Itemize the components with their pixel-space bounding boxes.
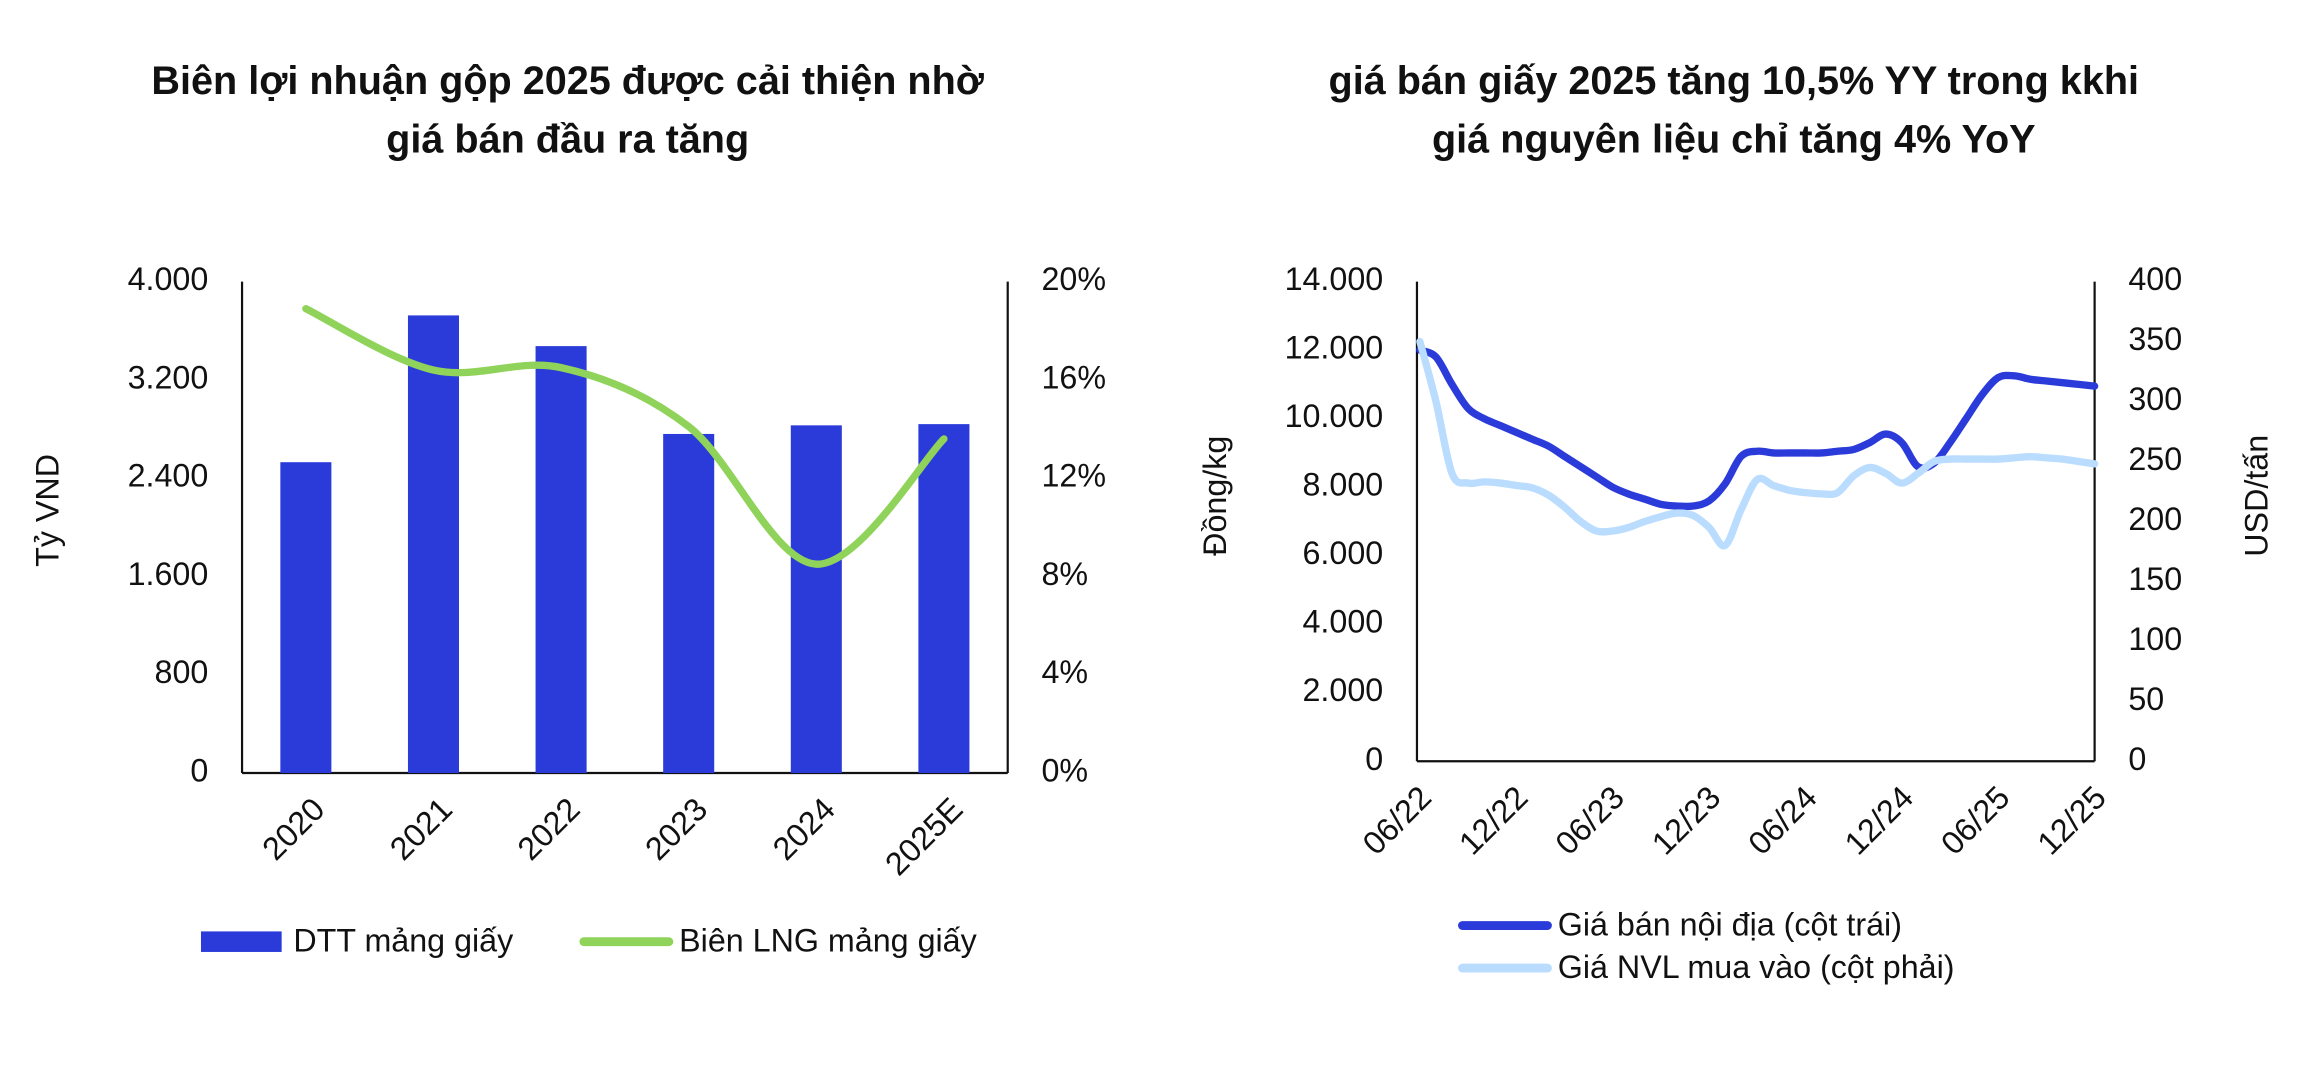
bar bbox=[280, 462, 332, 774]
y2-axis-label: USD/tấn bbox=[2238, 435, 2274, 557]
y-tick-label: 6.000 bbox=[1303, 535, 1384, 571]
y-tick-label: 0 bbox=[1365, 741, 1383, 777]
x-tick-label: 06/22 bbox=[1356, 779, 1439, 862]
y2-tick-label: 4% bbox=[1041, 654, 1088, 690]
y-axis-label: Tỷ VND bbox=[29, 454, 65, 567]
bar bbox=[918, 424, 970, 774]
line bbox=[302, 304, 948, 568]
x-tick-label: 06/24 bbox=[1741, 779, 1824, 862]
x-tick-label: 06/23 bbox=[1548, 779, 1631, 862]
x-tick-label: 2023 bbox=[638, 791, 714, 867]
x-tick-label: 12/24 bbox=[1838, 779, 1921, 862]
y-tick-label: 4.000 bbox=[1303, 604, 1384, 640]
y2-tick-label: 300 bbox=[2128, 381, 2182, 417]
x-tick-label: 06/25 bbox=[1934, 779, 2017, 862]
chart-title: Biên lợi nhuận gộp 2025 được cải thiện n… bbox=[151, 59, 984, 103]
y-tick-label: 3.200 bbox=[128, 359, 209, 395]
bar bbox=[663, 433, 715, 774]
legend-label: Giá bán nội địa (cột trái) bbox=[1558, 907, 1902, 943]
y-tick-label: 10.000 bbox=[1285, 398, 1384, 434]
chart-title: giá nguyên liệu chỉ tăng 4% YoY bbox=[1432, 118, 2036, 162]
bar bbox=[407, 315, 459, 774]
x-tick-label: 12/25 bbox=[2030, 779, 2113, 862]
y-tick-label: 14.000 bbox=[1285, 261, 1384, 297]
x-tick-label: 2022 bbox=[511, 791, 587, 867]
legend-label: Biên LNG mảng giấy bbox=[679, 923, 977, 959]
bar bbox=[790, 425, 842, 774]
y-tick-label: 800 bbox=[155, 654, 209, 690]
y-tick-label: 2.000 bbox=[1303, 672, 1384, 708]
chart-title: giá bán đầu ra tăng bbox=[386, 118, 749, 162]
y2-tick-label: 8% bbox=[1041, 556, 1088, 592]
y2-tick-label: 16% bbox=[1041, 359, 1106, 395]
y2-tick-label: 20% bbox=[1041, 261, 1106, 297]
y2-tick-label: 0 bbox=[2128, 741, 2146, 777]
x-tick-label: 12/23 bbox=[1645, 779, 1728, 862]
legend-label: DTT mảng giấy bbox=[293, 923, 514, 959]
y-tick-label: 4.000 bbox=[128, 261, 209, 297]
legend-swatch bbox=[200, 931, 282, 952]
y2-tick-label: 400 bbox=[2128, 261, 2182, 297]
chart-title: giá bán giấy 2025 tăng 10,5% YY trong kk… bbox=[1329, 59, 2140, 103]
y-tick-label: 2.400 bbox=[128, 458, 209, 494]
x-tick-label: 2020 bbox=[255, 791, 331, 867]
bar bbox=[535, 346, 587, 774]
y2-tick-label: 50 bbox=[2128, 681, 2164, 717]
line bbox=[1416, 346, 2099, 511]
y2-tick-label: 0% bbox=[1041, 753, 1088, 789]
y2-tick-label: 200 bbox=[2128, 501, 2182, 537]
y2-tick-label: 350 bbox=[2128, 321, 2182, 357]
y2-tick-label: 150 bbox=[2128, 561, 2182, 597]
y-axis-label: Đồng/kg bbox=[1197, 436, 1233, 556]
y-tick-label: 8.000 bbox=[1303, 467, 1384, 503]
y2-tick-label: 250 bbox=[2128, 441, 2182, 477]
x-tick-label: 12/22 bbox=[1452, 779, 1535, 862]
x-tick-label: 2021 bbox=[383, 791, 459, 867]
legend-label: Giá NVL mua vào (cột phải) bbox=[1558, 949, 1955, 985]
y2-tick-label: 100 bbox=[2128, 621, 2182, 657]
y-tick-label: 0 bbox=[190, 753, 208, 789]
y-tick-label: 1.600 bbox=[128, 556, 209, 592]
x-tick-label: 2025E bbox=[878, 791, 969, 882]
x-tick-label: 2024 bbox=[766, 791, 842, 867]
y-tick-label: 12.000 bbox=[1285, 330, 1384, 366]
y2-tick-label: 12% bbox=[1041, 458, 1106, 494]
line bbox=[1416, 337, 2099, 550]
